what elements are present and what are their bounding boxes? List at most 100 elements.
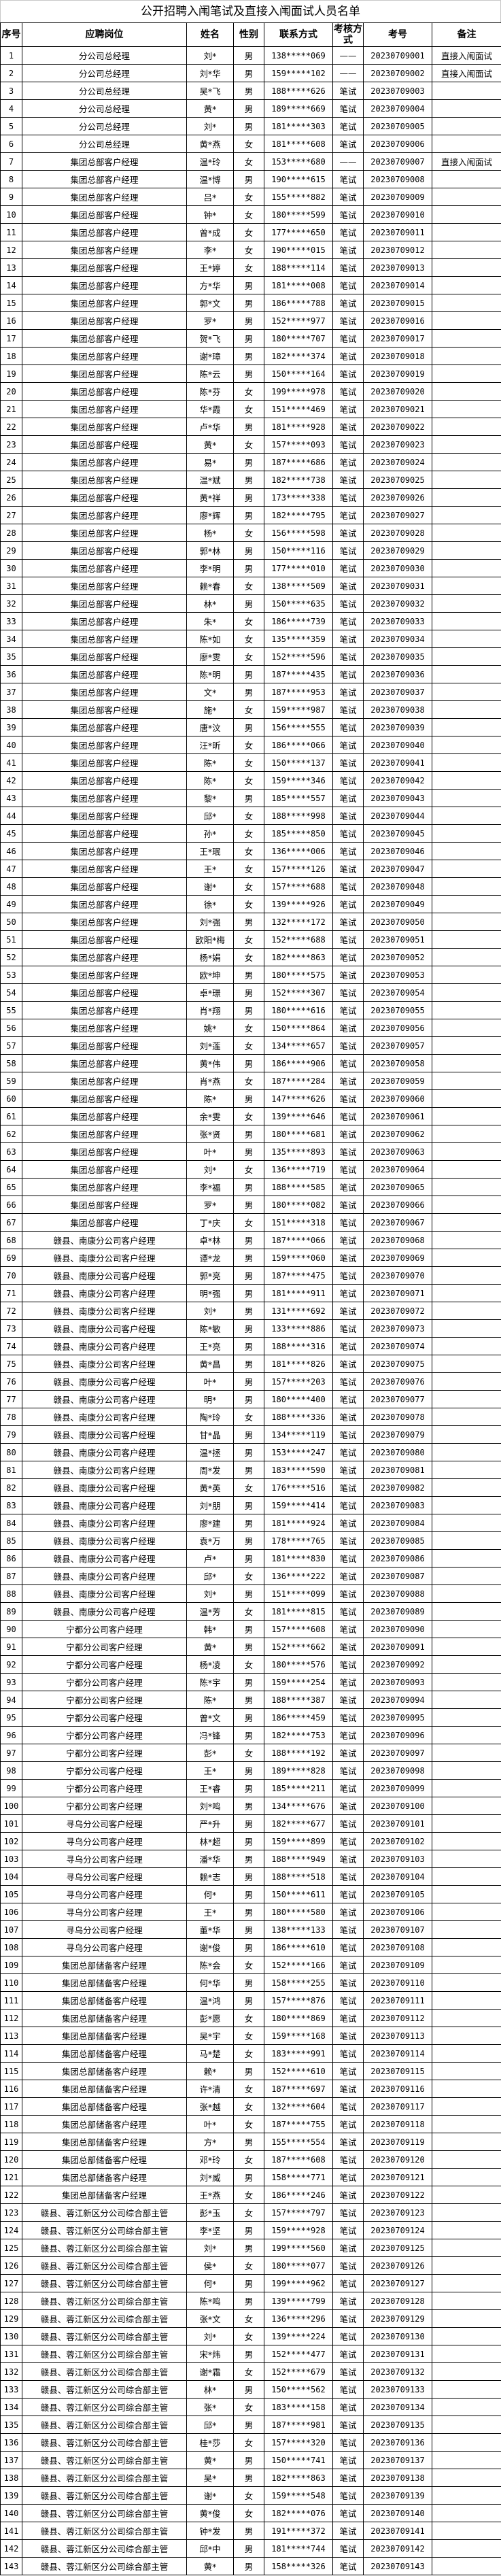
gender-cell: 男 (233, 1284, 264, 1302)
seq-cell: 2 (0, 64, 22, 82)
seq-cell: 19 (0, 365, 22, 383)
remark-cell (432, 1584, 501, 1603)
remark-cell (432, 1319, 501, 1338)
exam-number-cell: 20230709122 (363, 2186, 432, 2204)
table-row: 94 宁都分公司客户经理 陈* 男 188*****387 笔试 20230709094 (0, 1691, 501, 1709)
seq-cell: 11 (0, 223, 22, 241)
table-row: 33 集团总部客户经理 朱* 女 186*****739 笔试 20230709033 (0, 612, 501, 630)
name-cell: 郭*亮 (186, 1266, 234, 1285)
position-cell: 分公司总经理 (22, 46, 187, 65)
seq-cell: 66 (0, 1196, 22, 1214)
seq-cell: 28 (0, 524, 22, 542)
table-row: 36 集团总部客户经理 陈*明男 187*****435 笔试 20230709036 (0, 665, 501, 683)
method-cell: 笔试 (332, 983, 364, 1002)
contact-cell: 187*****066 (264, 1231, 333, 1249)
name-cell: 温*拯 (186, 1443, 234, 1461)
table-row: 35 集团总部客户经理 廖*雯女 152*****596 笔试 20230709035 (0, 647, 501, 666)
method-cell: 笔试 (332, 577, 364, 595)
seq-cell: 38 (0, 700, 22, 719)
method-cell: 笔试 (332, 1160, 364, 1179)
table-row: 63 集团总部客户经理 叶* 男 135*****893 笔试 20230709063 (0, 1142, 501, 1161)
contact-cell: 181*****928 (264, 418, 333, 436)
table-row: 121 集团总部储备客户经理 刘*威男 158*****771 笔试 2023070912… (0, 2168, 501, 2186)
table-row: 11 集团总部客户经理 曾*成女 177*****650 笔试 20230709011 (0, 223, 501, 241)
remark-cell (432, 1991, 501, 2010)
name-cell: 钟* (186, 205, 234, 224)
table-row: 87 赣县、南康分公司客户经理 邱* 女 136*****222 笔试 2023070908… (0, 1567, 501, 1585)
table-row: 12 集团总部客户经理 李* 女 190*****015 笔试 20230709012 (0, 241, 501, 259)
method-cell: 笔试 (332, 1514, 364, 1532)
exam-number-cell: 20230709070 (363, 1266, 432, 1285)
exam-number-cell: 20230709045 (363, 824, 432, 843)
name-cell: 王* (186, 860, 234, 878)
table-row: 101 寻乌分公司客户经理 严*升男 182*****677 笔试 20230709101 (0, 1814, 501, 1833)
contact-cell: 177*****010 (264, 559, 333, 577)
gender-cell: 女 (233, 630, 264, 648)
name-cell: 陈*如 (186, 630, 234, 648)
method-cell: 笔试 (332, 1531, 364, 1550)
seq-cell: 112 (0, 2009, 22, 2027)
method-cell: 笔试 (332, 1584, 364, 1603)
seq-cell: 18 (0, 347, 22, 365)
position-cell: 赣县、南康分公司客户经理 (22, 1231, 187, 1249)
table-row: 18 集团总部客户经理 谢*璋男 182*****374 笔试 20230709018 (0, 347, 501, 365)
remark-cell (432, 2009, 501, 2027)
name-cell: 严*升 (186, 1814, 234, 1833)
exam-number-cell: 20230709035 (363, 647, 432, 666)
remark-cell (432, 1160, 501, 1179)
method-cell: 笔试 (332, 435, 364, 454)
gender-cell: 男 (233, 294, 264, 312)
gender-cell: 男 (233, 1266, 264, 1285)
method-cell: 笔试 (332, 1408, 364, 1426)
exam-number-cell: 20230709135 (363, 2416, 432, 2434)
table-row: 113 集团总部储备客户经理 吴*宇女 159*****168 笔试 2023070911… (0, 2027, 501, 2045)
exam-number-cell: 20230709128 (363, 2292, 432, 2310)
gender-cell: 男 (233, 1125, 264, 1143)
seq-cell: 138 (0, 2469, 22, 2487)
gender-cell: 男 (233, 1761, 264, 1780)
table-row: 88 赣县、南康分公司客户经理 刘* 男 151*****099 笔试 2023070908… (0, 1584, 501, 1603)
exam-number-cell: 20230709134 (363, 2398, 432, 2416)
position-cell: 集团总部客户经理 (22, 824, 187, 843)
gender-cell: 女 (233, 2097, 264, 2116)
exam-number-cell: 20230709084 (363, 1514, 432, 1532)
remark-cell (432, 2398, 501, 2416)
name-cell: 温*玲 (186, 152, 234, 171)
position-cell: 集团总部客户经理 (22, 1001, 187, 1019)
seq-cell: 83 (0, 1496, 22, 1514)
table-row: 54 集团总部客户经理 卓*璟男 152*****307 笔试 20230709054 (0, 983, 501, 1002)
contact-cell: 187*****435 (264, 665, 333, 683)
seq-cell: 65 (0, 1178, 22, 1196)
exam-number-cell: 20230709083 (363, 1496, 432, 1514)
remark-cell (432, 2062, 501, 2080)
contact-cell: 187*****608 (264, 2150, 333, 2169)
name-cell: 彭*愿 (186, 2009, 234, 2027)
exam-number-cell: 20230709104 (363, 1867, 432, 1886)
seq-cell: 128 (0, 2292, 22, 2310)
seq-cell: 88 (0, 1584, 22, 1603)
table-row: 143 赣县、蓉江新区分公司综合部主管 黄* 男 158*****326 笔试 202307… (0, 2557, 501, 2575)
gender-cell: 女 (233, 223, 264, 241)
remark-cell (432, 2044, 501, 2063)
exam-number-cell: 20230709040 (363, 736, 432, 754)
table-row: 104 寻乌分公司客户经理 赖*志男 188*****518 笔试 20230709104 (0, 1867, 501, 1886)
table-row: 42 集团总部客户经理 陈* 女 159*****346 笔试 20230709042 (0, 771, 501, 790)
seq-cell: 119 (0, 2133, 22, 2151)
position-cell: 集团总部客户经理 (22, 647, 187, 666)
contact-cell: 155*****554 (264, 2133, 333, 2151)
remark-cell (432, 365, 501, 383)
name-cell: 黄*英 (186, 1478, 234, 1497)
name-cell: 刘*鸣 (186, 1797, 234, 1815)
exam-number-cell: 20230709093 (363, 1673, 432, 1691)
contact-cell: 153*****247 (264, 1443, 333, 1461)
contact-cell: 186*****246 (264, 2186, 333, 2204)
method-cell: 笔试 (332, 1425, 364, 1444)
contact-cell: 152*****166 (264, 1956, 333, 1974)
position-cell: 宁都分公司客户经理 (22, 1655, 187, 1674)
name-cell: 陈*鸣 (186, 2292, 234, 2310)
name-cell: 郭*文 (186, 294, 234, 312)
remark-cell (432, 541, 501, 560)
position-cell: 宁都分公司客户经理 (22, 1691, 187, 1709)
gender-cell: 女 (233, 2433, 264, 2452)
remark-cell (432, 1761, 501, 1780)
